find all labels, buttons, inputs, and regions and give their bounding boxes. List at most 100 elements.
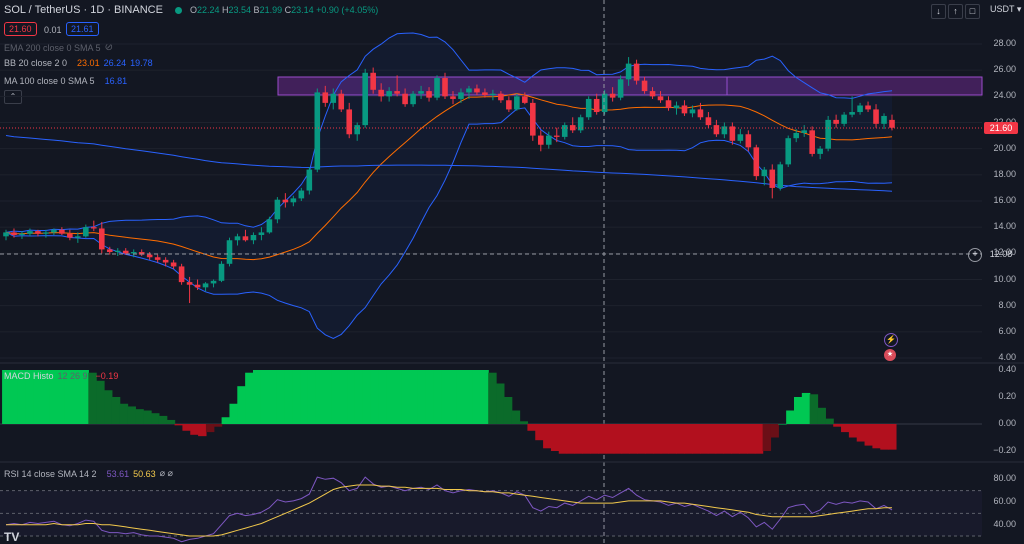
candle: [306, 166, 313, 195]
macd-bar: [237, 386, 246, 424]
sell-button[interactable]: 21.60: [4, 22, 37, 36]
macd-bar: [143, 410, 152, 424]
candle-body: [889, 119, 895, 128]
macd-bar: [292, 370, 301, 424]
macd-legend[interactable]: MACD Histo 12 26 9 −0.19: [4, 371, 119, 381]
candle-body: [274, 199, 281, 220]
ma-legend[interactable]: MA 100 close 0 SMA 5 16.81: [4, 76, 128, 86]
candle-body: [250, 235, 257, 241]
macd-bar: [425, 370, 434, 424]
candle-body: [3, 232, 9, 237]
arrow-up-icon[interactable]: ↑: [948, 4, 963, 19]
macd-bar: [699, 424, 709, 454]
candle-body: [290, 198, 297, 203]
candle: [67, 229, 73, 241]
candle-body: [306, 169, 313, 191]
macd-bar: [433, 370, 442, 424]
candle: [777, 161, 784, 191]
candle-body: [881, 115, 887, 124]
macd-bar: [49, 370, 58, 424]
bb-legend[interactable]: BB 20 close 2 0 23.01 26.24 19.78: [4, 58, 153, 68]
macd-bar: [354, 370, 364, 424]
candle-body: [386, 91, 392, 97]
candle-body: [585, 98, 592, 118]
macd-bar: [754, 424, 764, 454]
candle-body: [809, 130, 815, 154]
macd-bar: [801, 392, 811, 424]
candle-body: [298, 190, 305, 199]
bollinger-upper: [5, 32, 893, 233]
macd-bar: [245, 372, 254, 424]
price-tick-label: 12.00: [993, 247, 1016, 258]
candle: [91, 220, 97, 232]
candle: [545, 131, 552, 149]
candle-body: [418, 91, 424, 94]
ema-legend[interactable]: EMA 200 close 0 SMA 5 ⊘: [4, 42, 113, 53]
candle-body: [530, 102, 536, 136]
candle-body: [122, 250, 129, 254]
candle: [290, 195, 297, 207]
candle: [11, 228, 17, 238]
price-tick-label: 28.00: [993, 38, 1016, 48]
hidden-eye-icon[interactable]: ⊘: [104, 42, 113, 53]
macd-bar: [880, 424, 889, 450]
candle-body: [194, 284, 201, 288]
candle: [657, 91, 664, 103]
macd-bar: [574, 424, 583, 454]
candle: [649, 87, 656, 99]
bollinger-lower: [5, 107, 893, 339]
macd-bar: [268, 370, 278, 424]
candle: [186, 276, 193, 304]
candle-body: [801, 130, 807, 133]
candle: [697, 102, 704, 120]
symbol-title[interactable]: SOL / TetherUS · 1D · BINANCE: [4, 4, 163, 16]
candle: [418, 85, 424, 99]
lightning-icon[interactable]: ⚡: [884, 333, 898, 347]
candle-body: [218, 263, 225, 281]
candle-body: [442, 78, 448, 97]
arrow-down-icon[interactable]: ↓: [931, 4, 946, 19]
us-flag-icon[interactable]: ★: [884, 349, 896, 361]
price-tick-label: 16.00: [993, 195, 1016, 205]
macd-bar: [213, 424, 223, 427]
candle-body: [577, 117, 584, 131]
price-tick-label: 26.00: [993, 64, 1016, 75]
add-alert-icon[interactable]: +: [968, 248, 982, 262]
candle-body: [426, 91, 432, 98]
price-tick-label: 24.00: [993, 90, 1016, 101]
buy-button[interactable]: 21.61: [66, 22, 99, 36]
macd-bar: [746, 424, 756, 454]
rsi-ma-line: [6, 484, 892, 537]
candle: [218, 261, 225, 283]
candle-body: [841, 114, 847, 124]
candle: [170, 259, 177, 270]
candle-body: [785, 138, 792, 165]
candle: [242, 229, 249, 242]
candle: [59, 227, 65, 236]
candle: [745, 130, 752, 152]
candle: [530, 98, 536, 141]
candle: [865, 101, 871, 113]
macd-bar: [558, 424, 568, 454]
macd-bar: [339, 370, 348, 424]
macd-bar: [41, 370, 50, 424]
macd-bar: [315, 370, 325, 424]
rsi-tick-label: 60.00: [993, 496, 1016, 506]
candle: [450, 91, 456, 105]
candle-body: [138, 252, 145, 255]
macd-bar: [503, 397, 513, 424]
candle: [98, 221, 105, 254]
macd-bar: [856, 424, 866, 442]
maximize-icon[interactable]: □: [965, 4, 980, 19]
candle-body: [35, 231, 41, 234]
candle: [226, 237, 233, 267]
candle-body: [849, 112, 855, 115]
macd-bar: [519, 421, 529, 424]
macd-bar: [739, 424, 748, 454]
macd-bar: [535, 424, 544, 441]
currency-selector[interactable]: USDT ▾: [990, 4, 1022, 14]
tradingview-logo-icon[interactable]: TV: [4, 530, 20, 544]
rsi-legend[interactable]: RSI 14 close SMA 14 2 53.61 50.63 ⌀ ⌀: [4, 468, 173, 479]
candle: [51, 228, 57, 236]
